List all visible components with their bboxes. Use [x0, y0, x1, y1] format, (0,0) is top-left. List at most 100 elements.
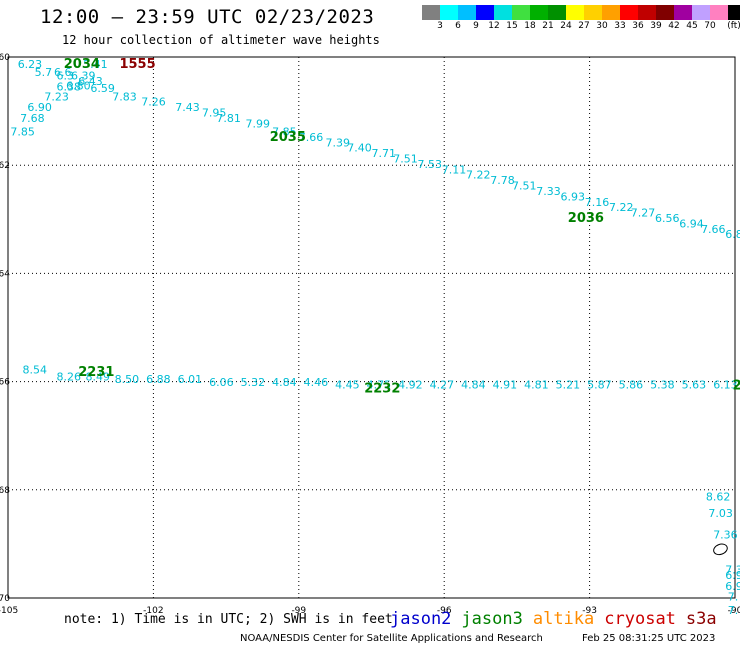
wave-height-label: 6.06 — [209, 376, 234, 389]
wave-height-label: 6.56 — [655, 212, 680, 225]
colorbar-labels: 3 6 9 12 15 18 21 24 27 30 33 36 39 42 45 70 (ft) — [422, 21, 740, 33]
colorbar-label: 15 — [506, 21, 518, 31]
wave-height-label: 6.01 — [178, 373, 203, 386]
wave-height-label: 7.36 — [713, 528, 738, 541]
wave-height-label: 4.75 — [367, 379, 392, 392]
wave-height-label: 7.71 — [372, 147, 397, 160]
wave-height-label: 5.87 — [587, 379, 612, 392]
wave-height-label: 7.51 — [393, 152, 418, 165]
wave-height-label: 6.23 — [18, 58, 43, 71]
wave-height-label: 6.6 — [54, 66, 72, 79]
wave-height-label: 7.66 — [299, 131, 324, 144]
legend-item-jason3: jason3 — [461, 609, 523, 629]
colorbar-cell — [512, 5, 530, 20]
credit-text: NOAA/NESDIS Center for Satellite Applica… — [240, 633, 543, 644]
legend-item-cryosat: cryosat — [604, 609, 676, 629]
wave-height-colorbar — [422, 5, 740, 20]
track-time-label: 2036 — [568, 211, 604, 226]
wave-height-label: 8.50 — [115, 373, 140, 386]
wave-height-label: 7.99 — [245, 117, 270, 130]
colorbar-label: 70 — [704, 21, 716, 31]
wave-height-label: 6.88 — [146, 373, 171, 386]
colorbar-cell — [692, 5, 710, 20]
colorbar-label: 42 — [668, 21, 680, 31]
island-outline — [713, 543, 728, 556]
colorbar-label: 12 — [488, 21, 500, 31]
wave-height-label: 7.81 — [216, 112, 241, 125]
wave-height-label: 7.95 — [202, 107, 227, 120]
wave-height-label: 7.23 — [44, 90, 69, 103]
track-time-label: 2232 — [364, 381, 400, 396]
wave-height-label: 7.43 — [175, 101, 200, 114]
wave-height-label: 7. — [728, 591, 739, 604]
colorbar-label: 21 — [542, 21, 554, 31]
colorbar-cell — [710, 5, 728, 20]
lat-tick-label: -68 — [0, 486, 10, 496]
colorbar-cell — [440, 5, 458, 20]
wave-height-label: 7.26 — [141, 96, 166, 109]
wave-height-label: 5.86 — [619, 379, 644, 392]
wave-height-label: 7.53 — [418, 158, 443, 171]
wave-height-label: 6.43 — [78, 75, 103, 88]
wave-height-label: 6.9 — [725, 580, 740, 593]
wave-height-label: 6.82 — [725, 228, 740, 241]
wave-height-label: 6.3 — [56, 70, 74, 83]
wave-height-label: 6.90 — [27, 101, 51, 114]
track-time-label: 1555 — [119, 57, 155, 72]
lon-tick-label: -99 — [291, 606, 306, 616]
colorbar-label: (ft) — [727, 21, 740, 31]
wave-height-label: 6.80 — [66, 79, 91, 92]
colorbar-cell — [674, 5, 692, 20]
timestamp-text: Feb 25 08:31:25 UTC 2023 — [582, 633, 716, 644]
note-text: note: 1) Time is in UTC; 2) SWH is in fe… — [64, 612, 393, 627]
wave-height-label: 7.51 — [512, 180, 537, 193]
wave-height-label: 4.91 — [493, 379, 517, 392]
colorbar-label: 33 — [614, 21, 626, 31]
lat-tick-label: -60 — [0, 53, 10, 63]
colorbar-label: 36 — [632, 21, 644, 31]
wave-height-label: 7. — [728, 604, 739, 617]
wave-height-label: 5.41 — [83, 58, 108, 71]
track-time-label: 2231 — [78, 365, 114, 380]
colorbar-cell — [494, 5, 512, 20]
map-subtitle: 12 hour collection of altimeter wave hei… — [62, 33, 380, 47]
wave-height-label: 7.22 — [609, 201, 634, 214]
wave-height-label: 7.85 — [272, 125, 297, 138]
wave-height-label: 7.78 — [490, 174, 515, 187]
wave-height-label: 8.49 — [86, 371, 111, 384]
colorbar-cell — [602, 5, 620, 20]
lon-tick-label: -93 — [582, 606, 597, 616]
colorbar-label: 6 — [455, 21, 461, 31]
lat-tick-label: -62 — [0, 161, 10, 171]
colorbar-cell — [476, 5, 494, 20]
lon-tick-label: -90 — [728, 606, 740, 616]
lon-tick-label: -105 — [0, 606, 18, 616]
wave-height-label: 4.81 — [524, 379, 549, 392]
colorbar-label: 30 — [596, 21, 608, 31]
lat-tick-label: -66 — [0, 378, 10, 388]
map-frame — [7, 56, 736, 599]
wave-height-label: 8.62 — [706, 491, 731, 504]
wave-height-label: 7.83 — [112, 90, 137, 103]
colorbar-label: 18 — [524, 21, 536, 31]
wave-height-label: 6.38 — [56, 81, 81, 94]
wave-height-label: 6.94 — [679, 217, 704, 230]
wave-height-label: 8.54 — [23, 363, 48, 376]
wave-height-label: 5.21 — [556, 379, 581, 392]
colorbar-label: 27 — [578, 21, 590, 31]
track-time-label: 2034 — [64, 57, 100, 72]
wave-height-label: 4.84 — [461, 379, 486, 392]
track-time-label: 2035 — [270, 130, 306, 145]
colorbar-label: 3 — [437, 21, 443, 31]
colorbar-cell — [584, 5, 602, 20]
track-time-label: 22 — [733, 379, 740, 394]
colorbar-cell — [422, 5, 440, 20]
lat-tick-label: -64 — [0, 269, 10, 279]
map-title: 12:00 – 23:59 UTC 02/23/2023 — [40, 6, 375, 28]
lat-tick-label: -70 — [0, 594, 10, 604]
wave-height-label: 7.68 — [20, 112, 45, 125]
satellite-legend: jason2 jason3 altika cryosat s3a — [390, 609, 727, 629]
colorbar-cell — [620, 5, 638, 20]
wave-height-label: 7.39 — [325, 136, 350, 149]
